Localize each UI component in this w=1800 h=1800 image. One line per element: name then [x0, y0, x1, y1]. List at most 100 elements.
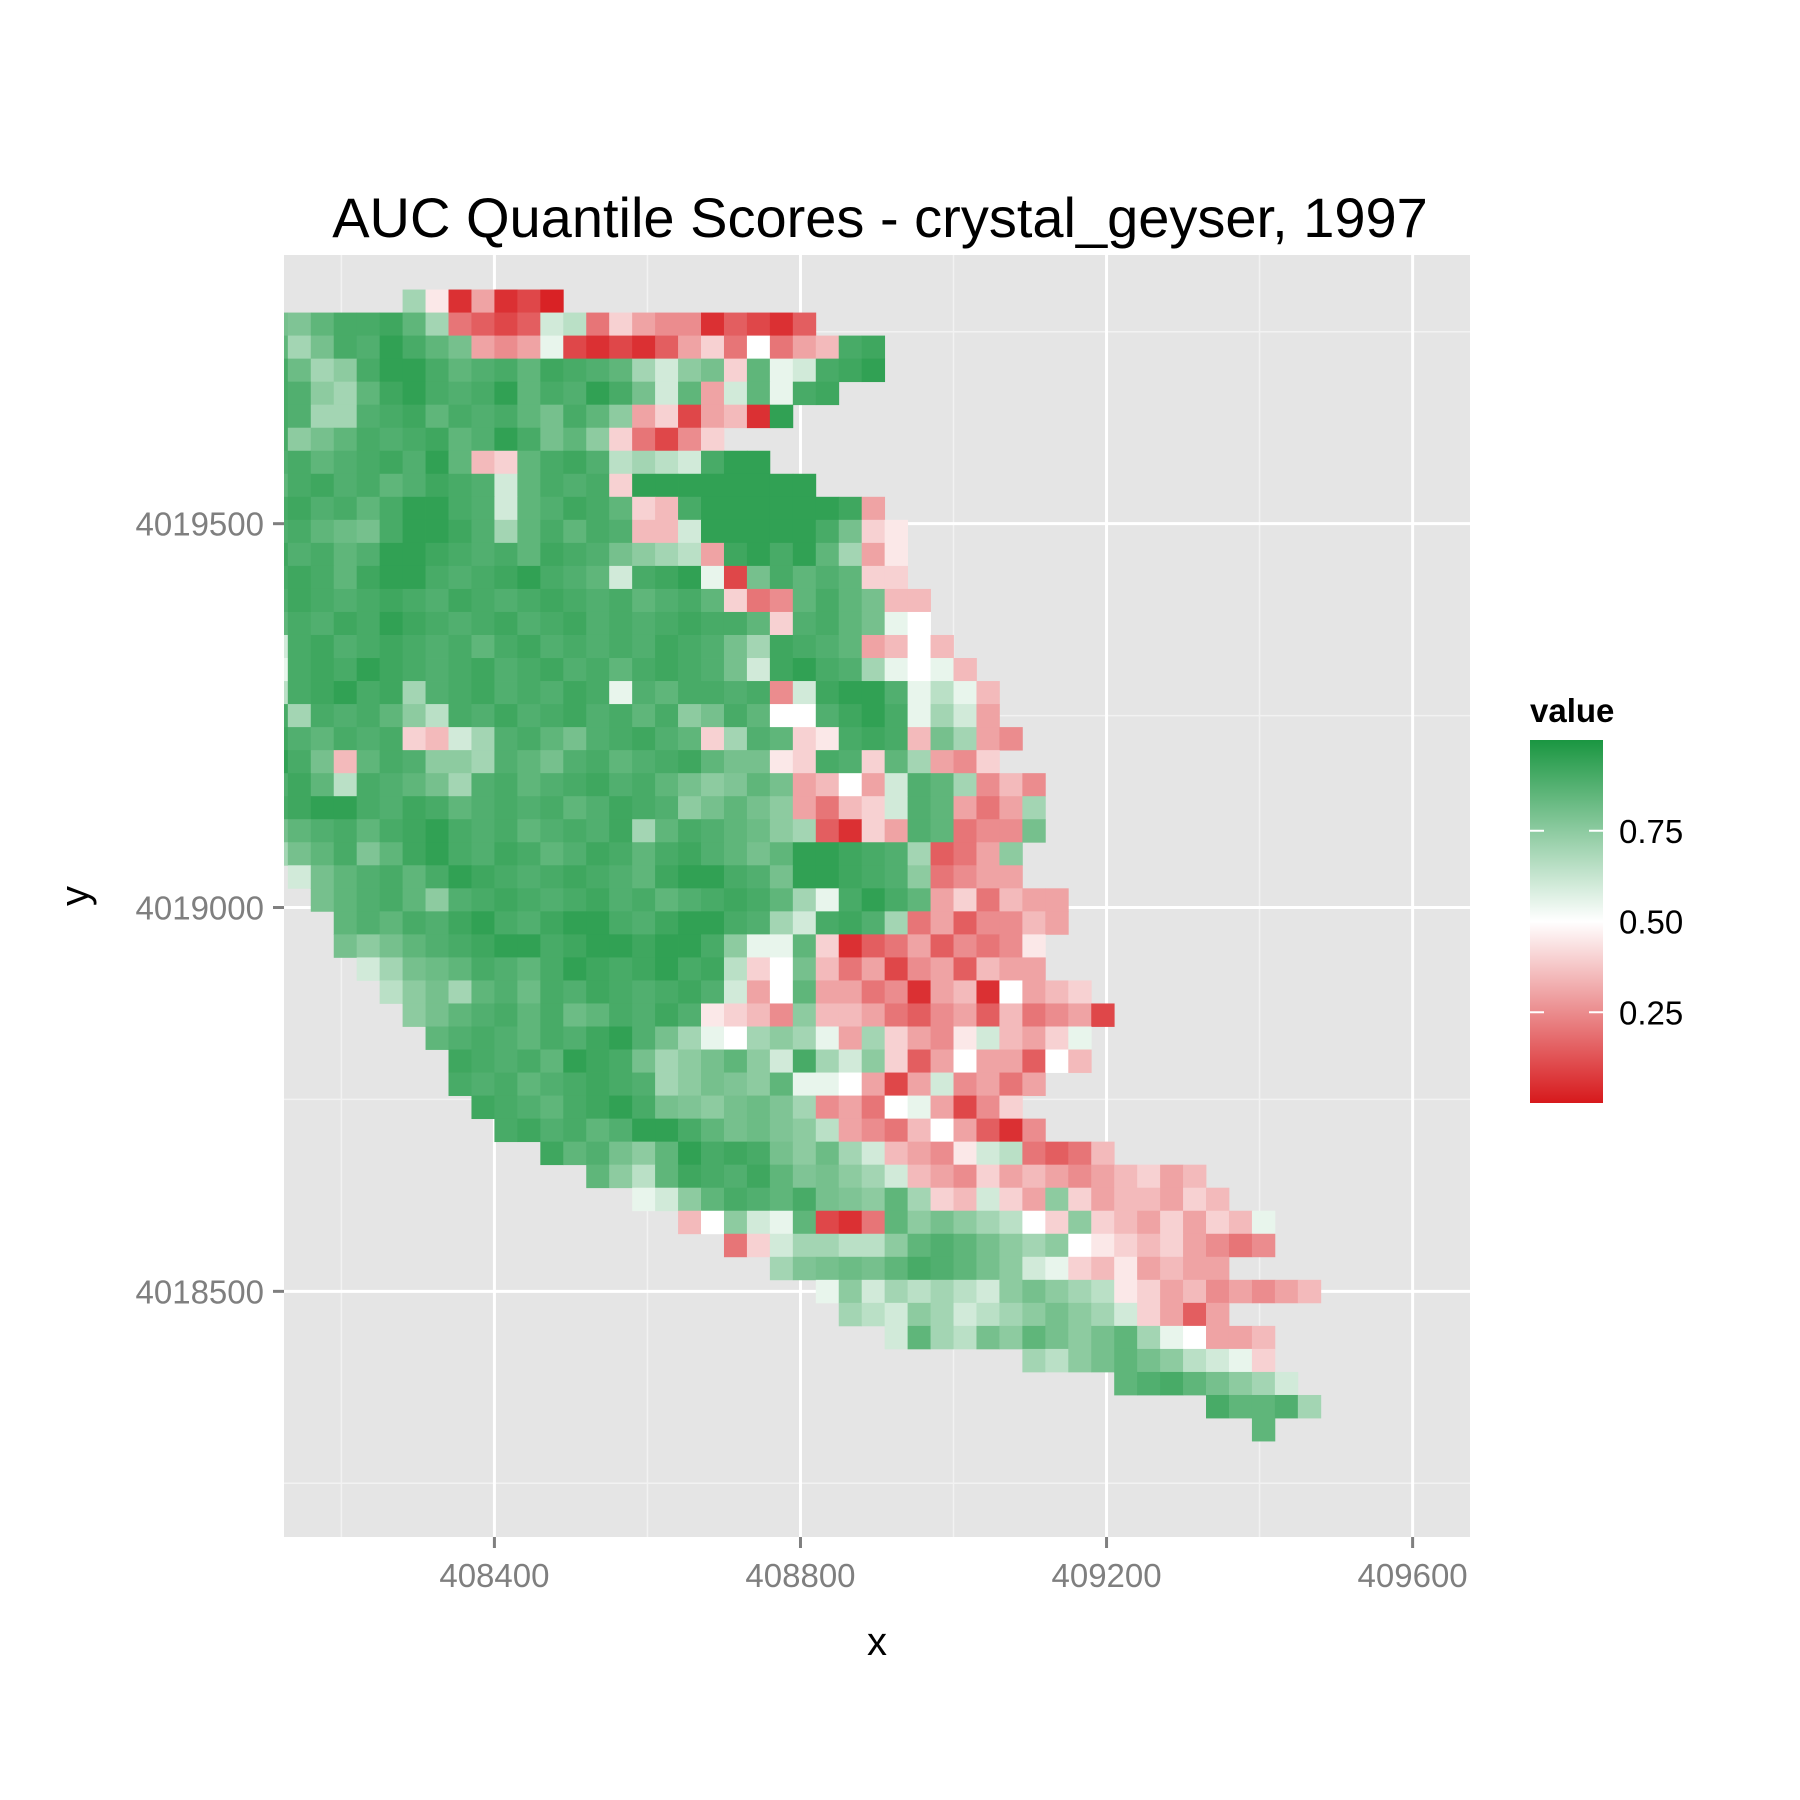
heatmap-cell [746, 565, 771, 590]
heatmap-cell [586, 957, 610, 981]
heatmap-cell [287, 727, 312, 751]
heatmap-cell [310, 634, 335, 659]
heatmap-cell [907, 1256, 931, 1281]
heatmap-cell [999, 773, 1023, 797]
heatmap-cell [425, 704, 449, 728]
heatmap-cell [1137, 1210, 1161, 1235]
heatmap-cell [284, 450, 289, 475]
heatmap-cell [379, 888, 403, 912]
heatmap-cell [838, 1072, 863, 1096]
heatmap-cell [907, 1049, 931, 1073]
heatmap-cell [632, 796, 656, 820]
heatmap-cell [678, 381, 702, 406]
heatmap-cell [540, 519, 564, 544]
heatmap-cell [333, 658, 358, 682]
heatmap-cell [517, 1118, 541, 1143]
heatmap-cell [632, 381, 656, 406]
heatmap-cell [310, 473, 335, 498]
heatmap-cell [494, 611, 518, 636]
heatmap-cell [586, 842, 610, 866]
heatmap-cell [517, 289, 541, 313]
heatmap-cell [356, 634, 381, 659]
heatmap-cell [907, 1210, 931, 1235]
heatmap-cell [907, 1164, 931, 1189]
heatmap-cell [1068, 980, 1092, 1004]
heatmap-cell [494, 588, 518, 613]
heatmap-cell [1137, 1256, 1161, 1281]
heatmap-cell [333, 842, 358, 866]
heatmap-cell [540, 704, 564, 728]
heatmap-cell [792, 1003, 817, 1027]
heatmap-cell [471, 496, 495, 521]
heatmap-cell [930, 773, 954, 797]
heatmap-cell [838, 911, 863, 935]
heatmap-cell [540, 865, 564, 889]
heatmap-cell [678, 404, 702, 429]
heatmap-cell [448, 381, 472, 406]
heatmap-cell [930, 1302, 954, 1327]
heatmap-cell [517, 358, 541, 383]
heatmap-cell [632, 634, 656, 659]
heatmap-cell [379, 681, 403, 705]
heatmap-cell [701, 957, 725, 981]
heatmap-cell [678, 773, 702, 797]
heatmap-cell [563, 796, 587, 820]
heatmap-cell [861, 611, 886, 636]
heatmap-cell [632, 450, 656, 475]
heatmap-cell [976, 934, 1000, 958]
heatmap-cell [655, 773, 679, 797]
heatmap-cell [287, 842, 312, 866]
heatmap-cell [471, 750, 495, 774]
heatmap-cell [861, 842, 886, 866]
heatmap-cell [861, 1187, 886, 1212]
heatmap-cell [287, 404, 312, 429]
heatmap-cell [678, 658, 702, 682]
heatmap-cell [907, 1233, 931, 1258]
heatmap-cell [1228, 1210, 1253, 1235]
heatmap-cell [609, 496, 633, 521]
heatmap-cell [746, 519, 771, 544]
heatmap-cell [287, 634, 312, 659]
heatmap-cell [402, 773, 426, 797]
heatmap-cell [1206, 1233, 1230, 1258]
heatmap-cell [815, 1118, 840, 1143]
heatmap-cell [769, 1141, 794, 1166]
heatmap-cell [1045, 1164, 1069, 1189]
heatmap-cell [517, 658, 541, 682]
heatmap-cell [563, 1141, 587, 1166]
heatmap-cell [769, 704, 794, 728]
heatmap-cell [609, 1095, 633, 1120]
heatmap-cell [517, 312, 541, 336]
heatmap-cell [884, 773, 908, 797]
heatmap-cell [632, 658, 656, 682]
heatmap-cell [310, 773, 335, 797]
heatmap-cell [884, 681, 908, 705]
heatmap-cell [723, 542, 748, 567]
heatmap-cell [678, 611, 702, 636]
heatmap-cell [609, 565, 633, 590]
heatmap-cell [586, 1072, 610, 1096]
heatmap-cell [448, 911, 472, 935]
heatmap-cell [448, 335, 472, 360]
heatmap-cell [838, 519, 863, 544]
heatmap-cell [471, 1003, 495, 1027]
heatmap-cell [746, 542, 771, 567]
heatmap-cell [448, 1026, 472, 1050]
heatmap-cell [1022, 957, 1046, 981]
heatmap-cell [517, 542, 541, 567]
heatmap-cell [838, 1026, 863, 1050]
heatmap-cell [402, 819, 426, 843]
heatmap-cell [701, 519, 725, 544]
heatmap-cell [1114, 1302, 1138, 1327]
heatmap-cell [769, 381, 794, 406]
heatmap-cell [284, 427, 289, 452]
heatmap-cell [563, 750, 587, 774]
heatmap-cell [284, 819, 289, 843]
heatmap-cell [792, 681, 817, 705]
heatmap-cell [494, 427, 518, 452]
heatmap-cell [425, 519, 449, 544]
heatmap-cell [678, 335, 702, 360]
heatmap-cell [609, 727, 633, 751]
heatmap-cell [907, 934, 931, 958]
heatmap-cell [930, 1210, 954, 1235]
